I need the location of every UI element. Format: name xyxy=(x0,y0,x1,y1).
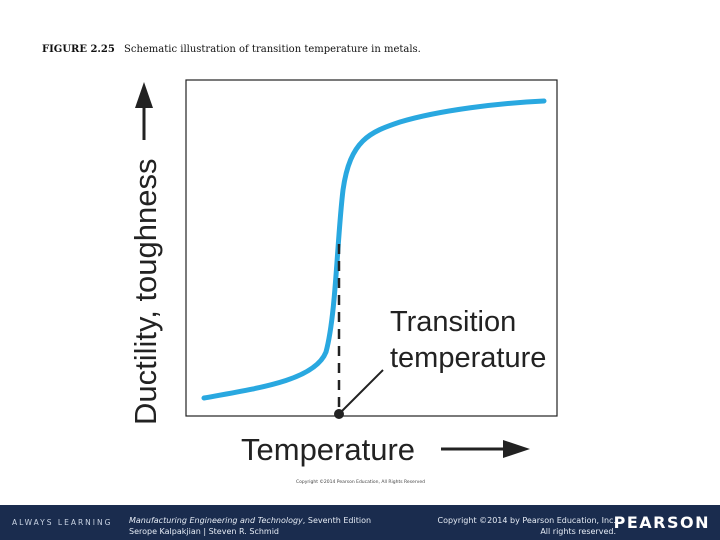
book-authors: Serope Kalpakjian | Steven R. Schmid xyxy=(129,527,279,536)
footer-bar: ALWAYS LEARNING Manufacturing Engineerin… xyxy=(0,505,720,540)
pearson-logo: PEARSON xyxy=(613,513,710,532)
book-title: Manufacturing Engineering and Technology xyxy=(129,516,303,525)
figure-caption-text: Schematic illustration of transition tem… xyxy=(124,44,421,55)
y-axis-label: Ductility, toughness xyxy=(128,159,163,426)
annotation-line-1: Transition xyxy=(390,306,516,338)
book-edition: , Seventh Edition xyxy=(302,516,372,525)
copyright-line-1: Copyright ©2014 by Pearson Education, In… xyxy=(437,516,616,525)
figure-credit: Copyright ©2014 Pearson Education, All R… xyxy=(296,478,425,485)
book-citation: Manufacturing Engineering and Technology… xyxy=(129,515,371,537)
figure-number: FIGURE 2.25 xyxy=(42,44,115,55)
brand-tagline: ALWAYS LEARNING xyxy=(12,518,113,527)
copyright-line-2: All rights reserved. xyxy=(540,527,616,536)
x-axis-label: Temperature xyxy=(241,432,415,467)
transition-temperature-diagram: Ductility, toughness Temperature Transit… xyxy=(128,79,558,485)
annotation-leader-line xyxy=(340,369,384,413)
annotation-line-2: temperature xyxy=(390,342,546,374)
copyright-notice: Copyright ©2014 by Pearson Education, In… xyxy=(437,515,616,537)
figure-caption: FIGURE 2.25 Schematic illustration of tr… xyxy=(42,44,421,55)
ductility-curve xyxy=(201,98,547,401)
x-axis-arrowhead xyxy=(503,440,530,458)
plot-frame xyxy=(185,79,558,417)
y-axis-arrowhead xyxy=(135,82,153,108)
